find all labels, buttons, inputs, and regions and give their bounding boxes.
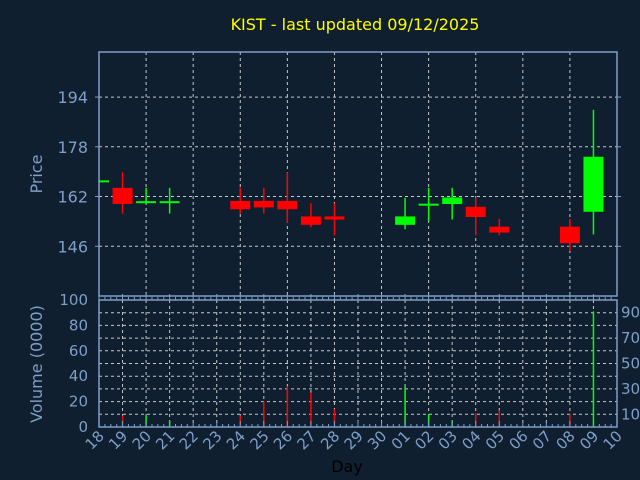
volume-grid [99, 300, 617, 427]
volume-tick-label: 80 [69, 316, 88, 334]
x-axis-label: Day [331, 457, 363, 476]
x-tick-label: 02 [411, 427, 437, 453]
chart-title: KIST - last updated 09/12/2025 [231, 15, 480, 34]
candle-body [159, 201, 180, 204]
x-tick-label: 27 [294, 427, 320, 453]
volume-tick-label: 0 [78, 418, 88, 436]
price-grid [99, 51, 617, 296]
x-tick-label: 26 [270, 427, 296, 453]
tick-labels: 1461621781941819202122232425262728293001… [57, 88, 640, 453]
x-tick-label: 25 [246, 427, 272, 453]
candle-body [136, 201, 157, 204]
x-tick-label: 07 [529, 427, 555, 453]
x-tick-label: 30 [364, 427, 390, 453]
candle-body [324, 216, 345, 220]
x-tick-label: 28 [317, 427, 343, 453]
x-tick-label: 06 [505, 427, 531, 453]
price-plot-frame [98, 51, 618, 297]
price-axis-label: Price [27, 154, 46, 193]
candle-body [489, 226, 510, 233]
candles [98, 109, 604, 251]
candle-body [559, 226, 580, 244]
x-tick-label: 10 [600, 427, 626, 453]
candle-body [112, 187, 133, 204]
candle-body [277, 200, 298, 210]
volume-tick-label: 50 [621, 355, 640, 373]
candle-body [99, 180, 109, 183]
volume-tick-label: 60 [69, 342, 88, 360]
volume-tick-label: 70 [621, 329, 640, 347]
candle-body [583, 156, 604, 212]
x-tick-label: 29 [341, 427, 367, 453]
volume-axis-label: Volume (0000) [27, 305, 46, 423]
volume-tick-label: 100 [59, 291, 88, 309]
candle-body [253, 200, 274, 208]
volume-tick-label: 20 [69, 393, 88, 411]
x-tick-label: 20 [129, 427, 155, 453]
candle-body [230, 200, 251, 210]
x-tick-label: 23 [199, 427, 225, 453]
x-tick-label: 05 [482, 427, 508, 453]
x-tick-label: 01 [388, 427, 414, 453]
volume-tick-label: 30 [621, 380, 640, 398]
candle-body [300, 216, 321, 225]
candle-body [395, 216, 416, 225]
axes [95, 51, 621, 428]
price-tick-label: 146 [57, 237, 88, 256]
price-tick-label: 178 [57, 138, 88, 157]
volume-tick-label: 90 [621, 304, 640, 322]
x-tick-label: 21 [152, 427, 178, 453]
x-tick-label: 22 [176, 427, 202, 453]
candle-body [465, 206, 486, 218]
candle-body [418, 203, 439, 206]
x-tick-label: 03 [435, 427, 461, 453]
x-tick-label: 08 [553, 427, 579, 453]
x-tick-label: 04 [458, 427, 484, 453]
volume-tick-label: 40 [69, 367, 88, 385]
price-tick-label: 194 [57, 88, 88, 107]
x-tick-label: 19 [105, 427, 131, 453]
price-tick-label: 162 [57, 188, 88, 207]
x-tick-label: 24 [223, 427, 249, 453]
candle-body [442, 197, 463, 204]
volume-tick-label: 10 [621, 405, 640, 423]
x-tick-label: 09 [576, 427, 602, 453]
